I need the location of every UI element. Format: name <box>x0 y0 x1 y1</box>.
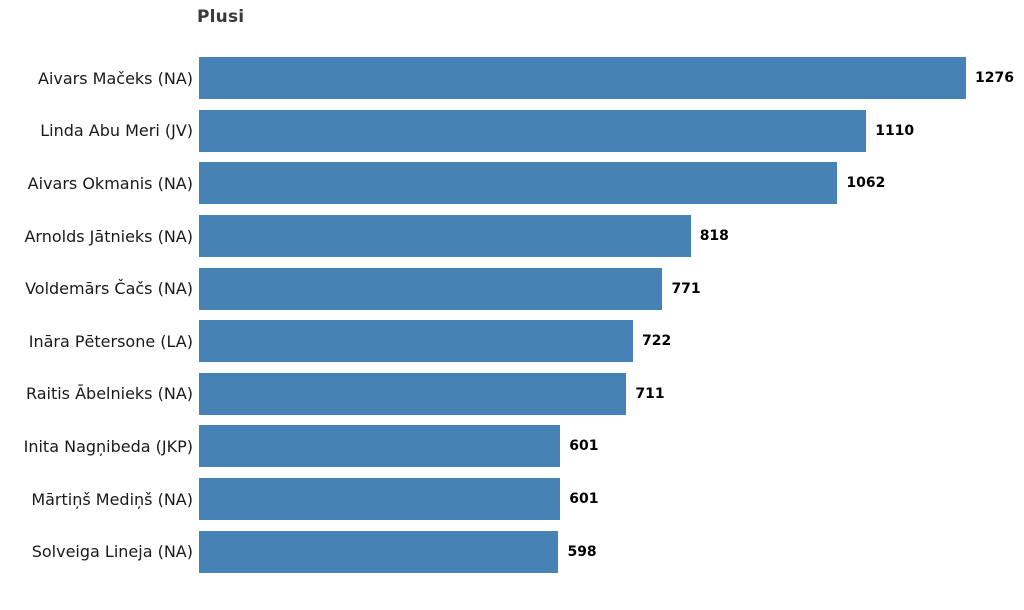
bar <box>199 530 559 573</box>
bar-row: Mārtiņš Mediņš (NA) 601 <box>0 473 1024 526</box>
category-label: Mārtiņš Mediņš (NA) <box>31 489 193 509</box>
bar-area: 601 <box>199 478 1024 521</box>
value-label: 601 <box>569 491 599 508</box>
bar-row: Linda Abu Meri (JV) 1110 <box>0 105 1024 158</box>
bar-row: Inita Nagņibeda (JKP) 601 <box>0 420 1024 473</box>
chart-rows: Aivars Mačeks (NA) 1276 Linda Abu Meri (JV… <box>0 52 1024 578</box>
category-label: Voldemārs Čačs (NA) <box>25 279 193 299</box>
bar-area: 1062 <box>199 162 1024 205</box>
bar <box>199 425 561 468</box>
bar-area: 1110 <box>199 109 1024 152</box>
value-label: 818 <box>699 228 729 245</box>
bar <box>199 320 633 363</box>
bar <box>199 109 867 152</box>
bar-row: Solveiga Lineja (NA) 598 <box>0 525 1024 578</box>
bar-row: Aivars Mačeks (NA) 1276 <box>0 52 1024 105</box>
category-label: Raitis Ābelnieks (NA) <box>25 384 193 404</box>
bar-area: 771 <box>199 267 1024 310</box>
bar <box>199 267 663 310</box>
value-label: 1276 <box>975 70 1014 87</box>
value-label: 1062 <box>846 175 886 192</box>
bar-row: Raitis Ābelnieks (NA) 711 <box>0 368 1024 421</box>
value-label: 1110 <box>875 122 915 139</box>
bar-area: 1276 <box>199 57 1024 100</box>
category-label: Aivars Okmanis (NA) <box>27 173 193 193</box>
value-label: 771 <box>671 280 701 297</box>
category-label: Arnolds Jātnieks (NA) <box>24 226 193 246</box>
value-label: 722 <box>641 333 672 350</box>
bar-area: 711 <box>199 372 1024 415</box>
value-label: 711 <box>635 385 665 402</box>
category-label: Aivars Mačeks (NA) <box>38 68 193 88</box>
bar <box>199 57 966 100</box>
value-label: 601 <box>569 438 599 455</box>
bar-row: Arnolds Jātnieks (NA) 818 <box>0 210 1024 263</box>
category-label: Linda Abu Meri (JV) <box>40 121 193 141</box>
category-label: Inita Nagņibeda (JKP) <box>23 436 193 456</box>
bar-area: 722 <box>199 320 1024 363</box>
bar-area: 601 <box>199 425 1024 468</box>
bar-row: Aivars Okmanis (NA) 1062 <box>0 157 1024 210</box>
bar-row: Ināra Pētersone (LA) 722 <box>0 315 1024 368</box>
value-label: 598 <box>567 543 597 560</box>
category-label: Solveiga Lineja (NA) <box>31 542 193 562</box>
bar-area: 598 <box>199 530 1024 573</box>
bar <box>199 215 691 258</box>
bar <box>199 372 627 415</box>
chart-title: Plusi <box>197 7 245 27</box>
bar <box>199 478 561 521</box>
category-label: Ināra Pētersone (LA) <box>28 331 193 351</box>
bar-row: Voldemārs Čačs (NA) 771 <box>0 262 1024 315</box>
bar-area: 818 <box>199 215 1024 258</box>
bar <box>199 162 838 205</box>
